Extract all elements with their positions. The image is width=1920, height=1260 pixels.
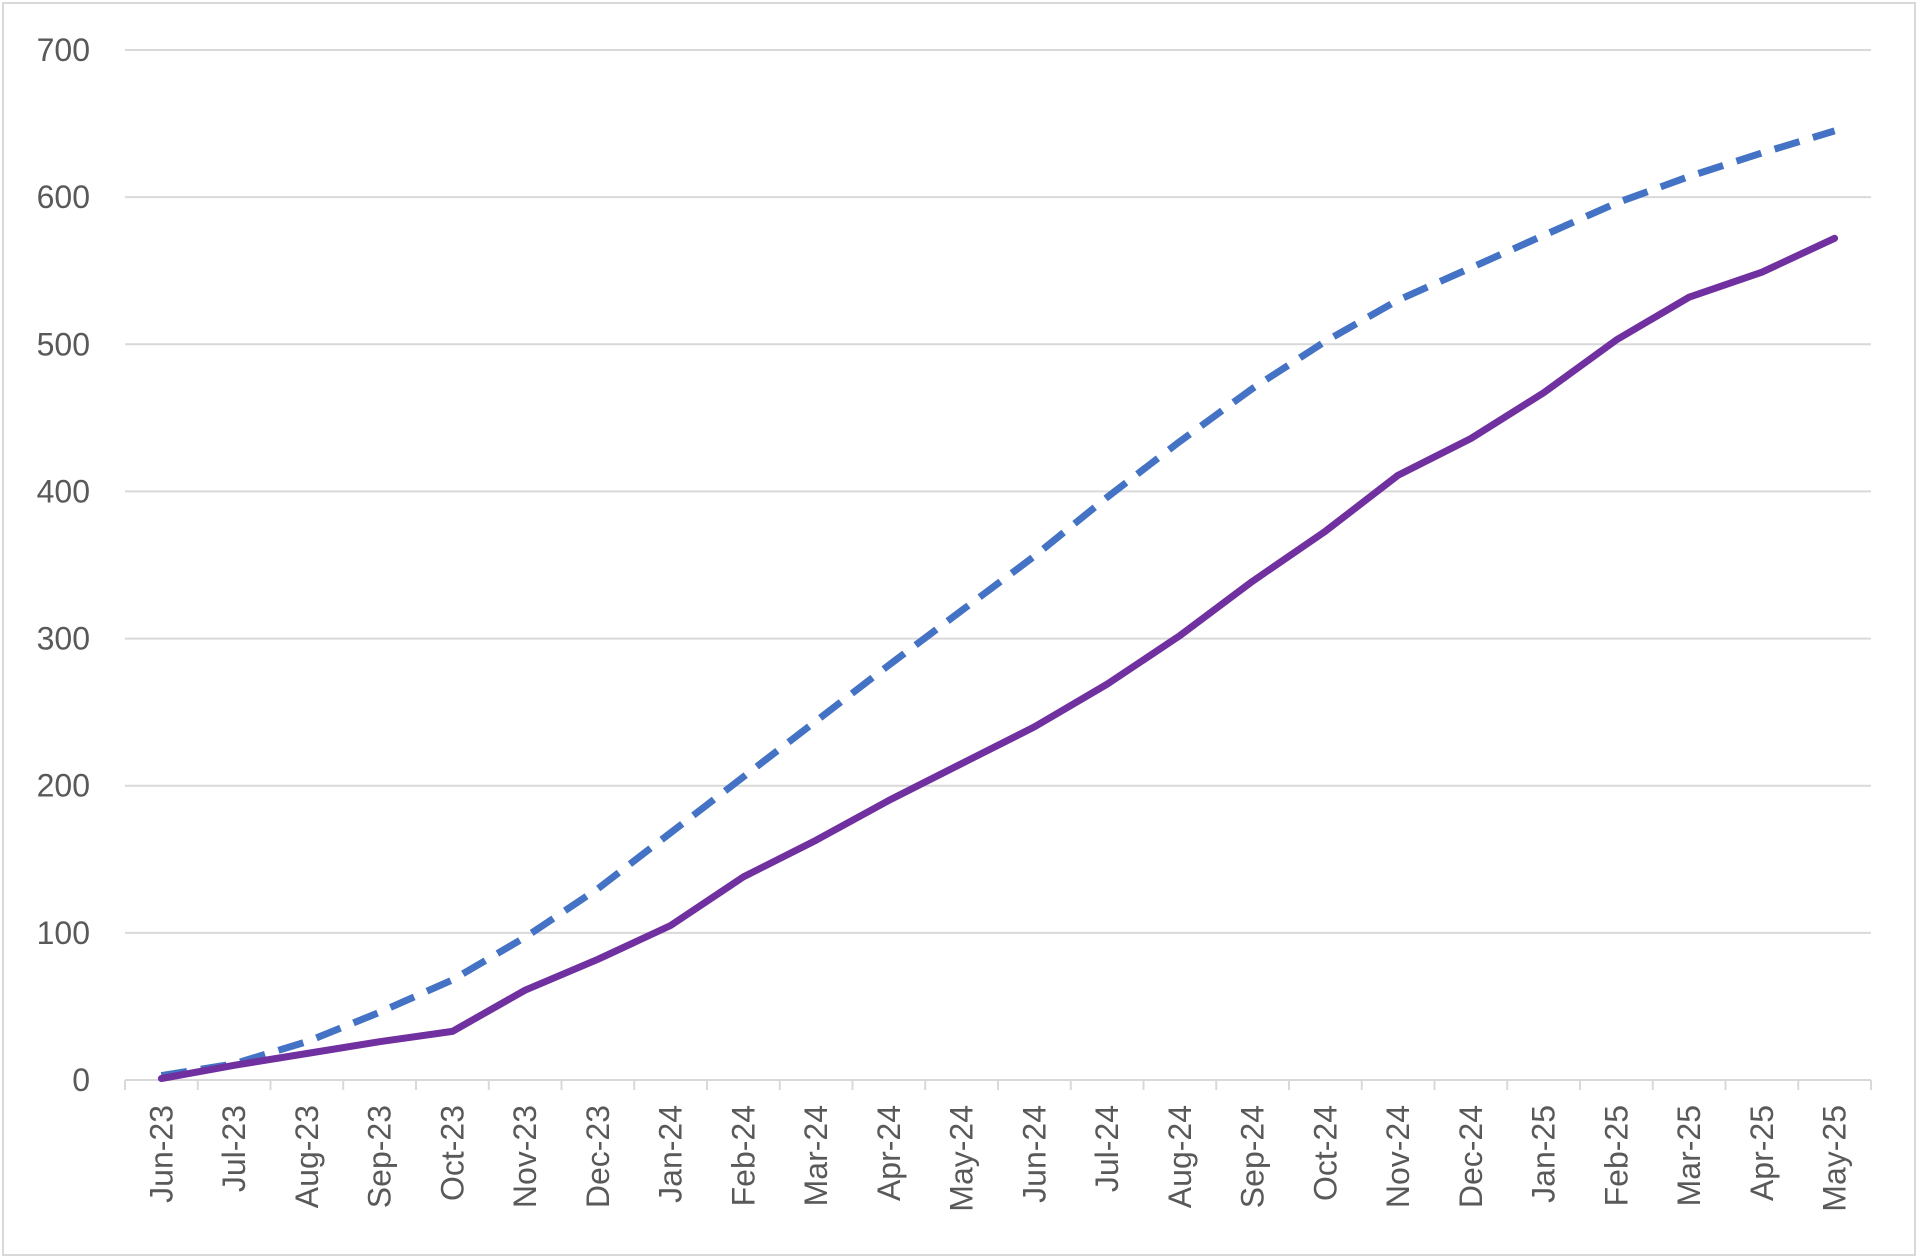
x-tick-label: Oct-23 xyxy=(434,1105,470,1201)
gridlines xyxy=(125,49,1871,934)
x-axis-tick-labels: Jun-23 Jul-23 Aug-23 Sep-23 Oct-23 Nov-23 Dec-… xyxy=(143,1105,1852,1212)
x-tick-label: May-25 xyxy=(1817,1105,1853,1212)
x-tick-label: Jun-24 xyxy=(1016,1105,1052,1203)
x-tick-label: Jun-23 xyxy=(143,1105,179,1203)
y-tick-label: 300 xyxy=(37,621,90,657)
series-layer xyxy=(157,127,1839,1082)
x-tick-label: Dec-24 xyxy=(1453,1105,1489,1208)
x-tick-label: Jan-25 xyxy=(1526,1105,1562,1203)
x-tick-label: Jan-24 xyxy=(653,1105,689,1203)
x-tick-label: Aug-24 xyxy=(1162,1105,1198,1208)
y-tick-label: 500 xyxy=(37,326,90,362)
x-tick-label: Sep-24 xyxy=(1235,1105,1271,1208)
x-tick-label: Aug-23 xyxy=(289,1105,325,1208)
x-tick-label: Oct-24 xyxy=(1307,1105,1343,1201)
y-tick-label: 600 xyxy=(37,179,90,215)
x-tick-label: Mar-24 xyxy=(798,1105,834,1206)
y-tick-label: 0 xyxy=(72,1062,90,1098)
series-line-1 xyxy=(160,127,1836,1080)
x-tick-label: Dec-23 xyxy=(580,1105,616,1208)
y-tick-label: 200 xyxy=(37,768,90,804)
y-tick-label: 700 xyxy=(37,32,90,68)
series-line-2 xyxy=(157,234,1839,1082)
x-tick-label: Apr-25 xyxy=(1744,1105,1780,1201)
x-tick-label: Feb-24 xyxy=(725,1105,761,1206)
x-tick-label: Feb-25 xyxy=(1598,1105,1634,1206)
x-tick-label: Nov-23 xyxy=(507,1105,543,1208)
x-tick-label: Mar-25 xyxy=(1671,1105,1707,1206)
x-tick-label: Nov-24 xyxy=(1380,1105,1416,1208)
x-tick-label: May-24 xyxy=(944,1105,980,1212)
x-axis xyxy=(124,1079,1872,1090)
y-tick-label: 400 xyxy=(37,473,90,509)
x-tick-label: Jul-24 xyxy=(1089,1105,1125,1192)
x-tick-label: Sep-23 xyxy=(362,1105,398,1208)
x-tick-label: Apr-24 xyxy=(871,1105,907,1201)
x-tick-label: Jul-23 xyxy=(216,1105,252,1192)
y-axis-tick-labels: 0 100 200 300 400 500 600 700 xyxy=(37,32,90,1098)
y-tick-label: 100 xyxy=(37,915,90,951)
